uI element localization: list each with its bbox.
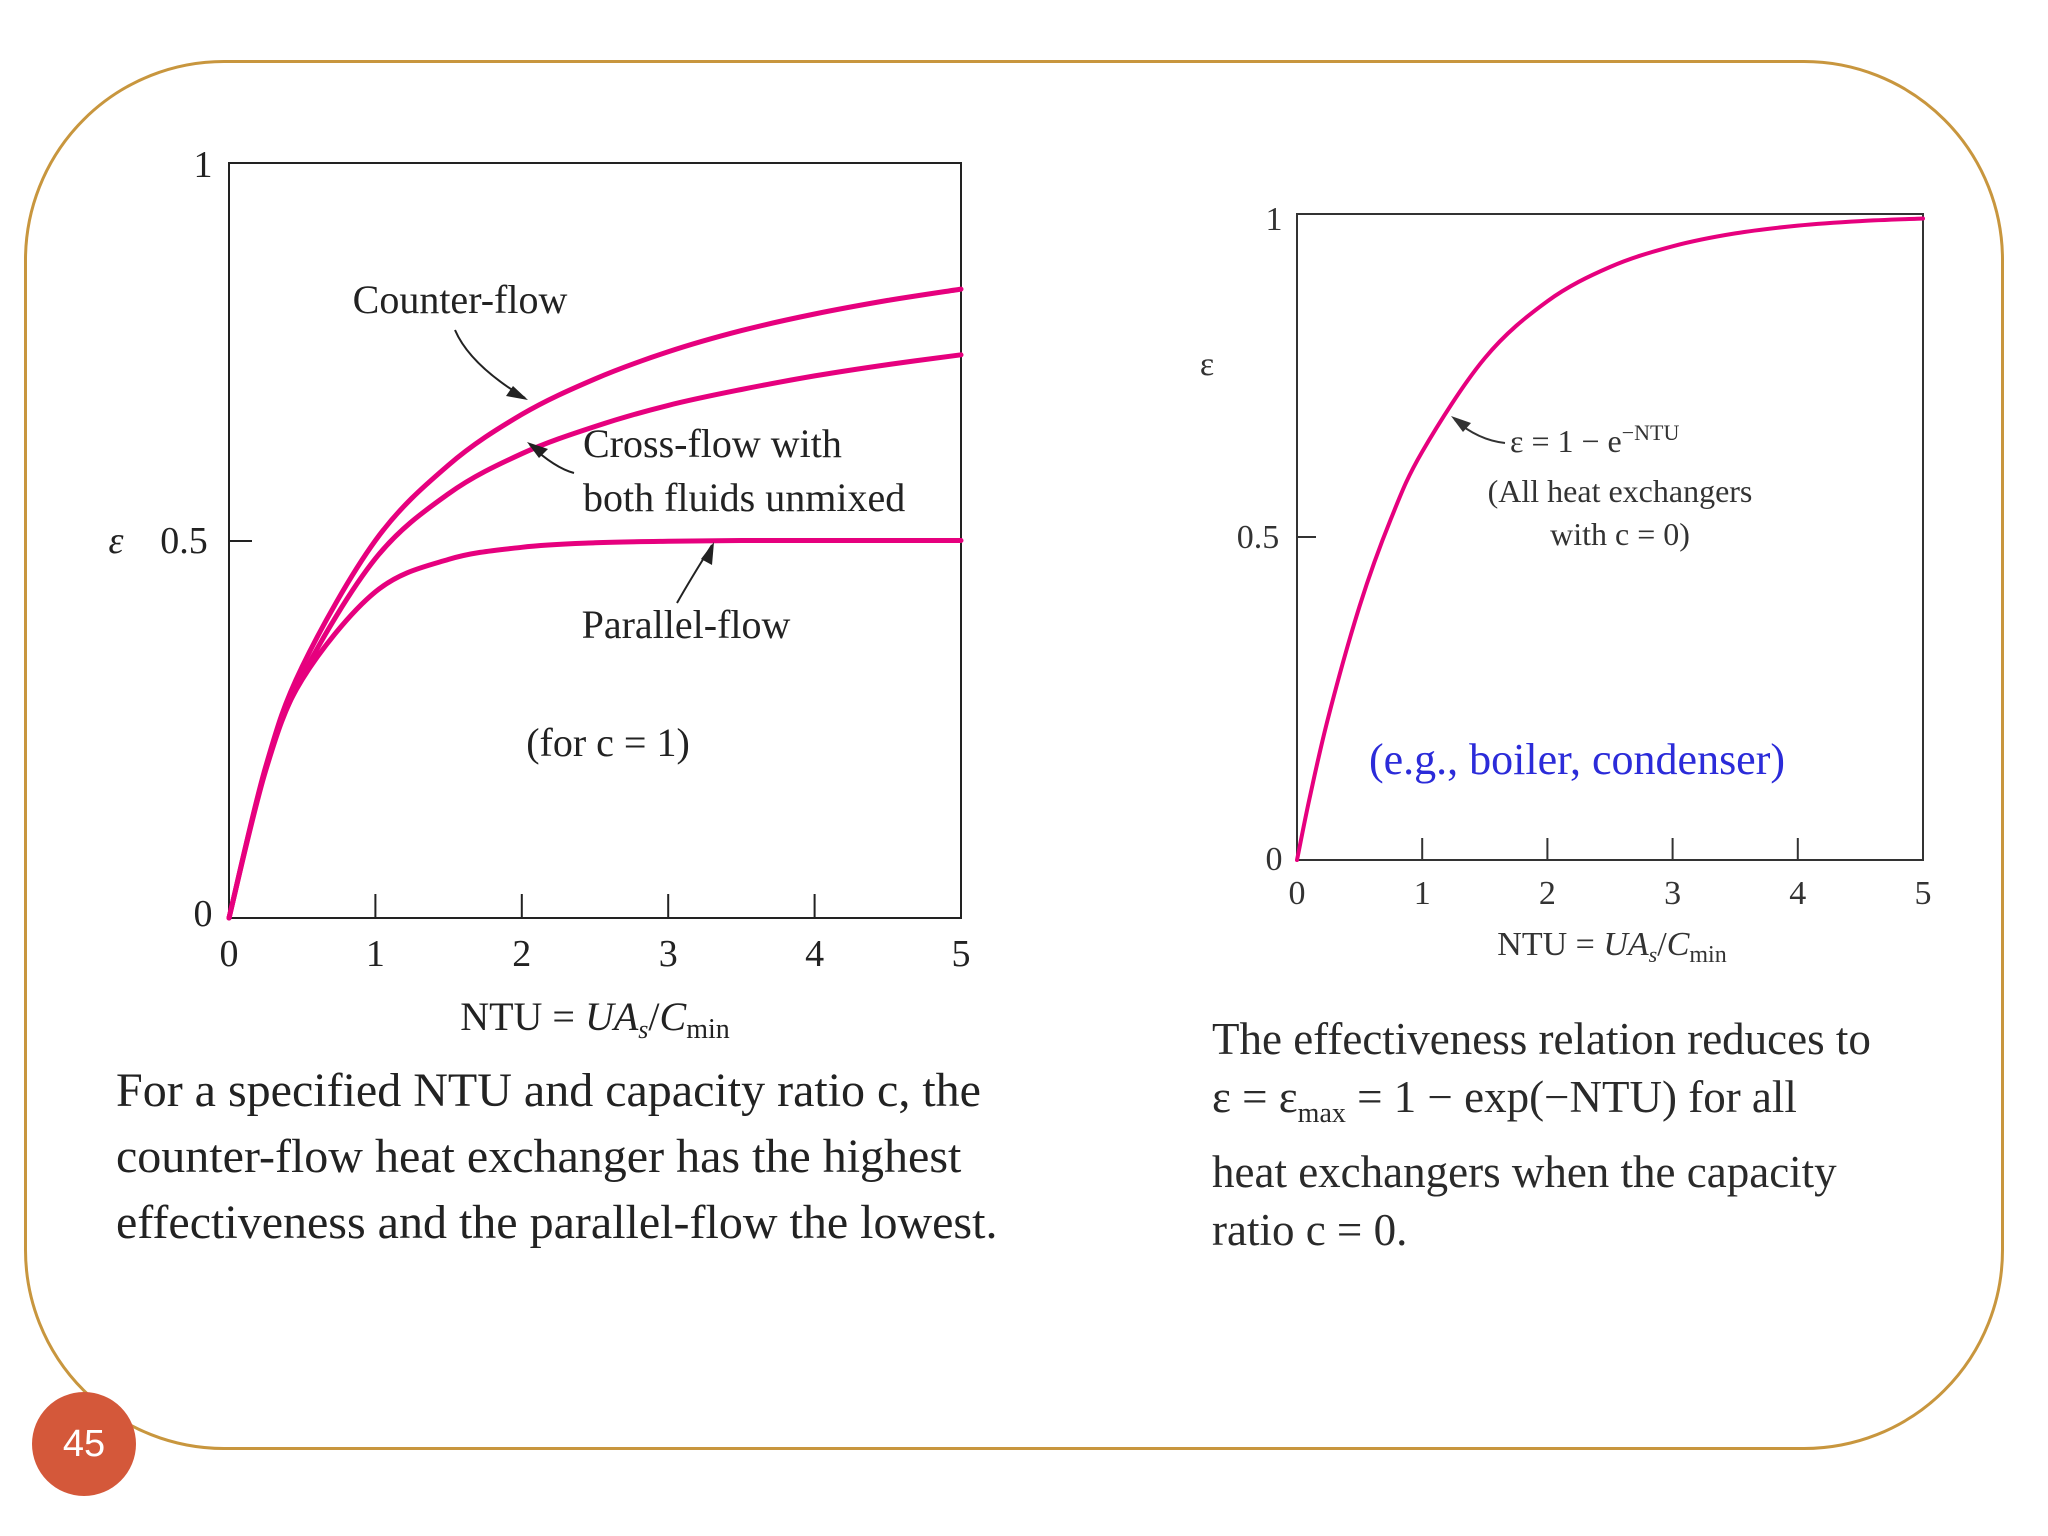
right-x-tick-label-0: 0 [1289,875,1306,912]
right-caption-line3: heat exchangers when the capacity [1212,1147,1837,1197]
left-x-axis-label: NTU = UAs/Cmin [460,994,730,1045]
right-x-tick-label-5: 5 [1915,875,1932,912]
slide-frame [24,60,2004,1450]
left-x-tick-label-0: 0 [220,933,239,975]
right-equation-arrowhead [1451,416,1471,432]
right-series-1-e-ntu [1295,216,1925,862]
left-series-parallel-flow [226,537,964,921]
left-y-tick-0: 0 [194,893,213,935]
left-x-ticks: 0 1 2 3 4 5 [220,894,971,975]
right-caption-line1: The effectiveness relation reduces to [1212,1014,1871,1064]
right-annotation-line1: (All heat exchangers [1488,473,1753,509]
right-annotation-line2: with c = 0) [1550,516,1690,552]
right-caption: The effectiveness relation reduces to ε … [1212,1010,1992,1259]
left-curves [226,286,964,921]
cross-flow-label-line1: Cross-flow with [583,421,842,466]
left-x-tick-label-1: 1 [366,933,385,975]
parallel-flow-arrowhead [701,542,714,565]
left-x-tick-label-2: 2 [512,933,531,975]
right-x-tick-label-1: 1 [1414,875,1431,912]
left-annotation: (for c = 1) [526,720,690,765]
left-chart: 0 1 2 3 4 5 1 0.5 0 ε NTU = UAs/Cmin Counter-… [109,144,971,1045]
right-note: (e.g., boiler, condenser) [1369,735,1785,784]
right-equation-label: ε = 1 − e−NTU [1510,420,1679,459]
left-y-tick-1: 1 [194,144,213,186]
right-x-tick-label-2: 2 [1539,875,1556,912]
right-chart: 0 1 2 3 4 5 1 0.5 0 ε NTU = UAs/Cmin ε = 1 − … [1200,201,1932,968]
counter-flow-label: Counter-flow [353,277,568,322]
right-y-axis-label: ε [1200,346,1214,383]
counter-flow-arrowhead [506,386,528,400]
right-curves [1295,216,1925,862]
cross-flow-arrowhead [527,442,548,458]
left-y-tick-05: 0.5 [160,520,208,562]
right-y-tick-0: 0 [1266,841,1283,878]
left-x-tick-label-5: 5 [952,933,971,975]
left-caption: For a specified NTU and capacity ratio c… [116,1064,998,1249]
left-x-tick-label-4: 4 [805,933,824,975]
right-x-tick-label-3: 3 [1664,875,1681,912]
right-x-ticks: 0 1 2 3 4 5 [1289,838,1932,912]
parallel-flow-label: Parallel-flow [582,602,791,647]
right-x-axis-label: NTU = UAs/Cmin [1497,926,1726,968]
right-caption-line2: ε = εmax = 1 − exp(−NTU) for all [1212,1072,1797,1129]
left-y-axis-label: ε [109,520,124,562]
cross-flow-label-line2: both fluids unmixed [583,475,905,520]
page-number-badge: 45 [32,1392,136,1496]
right-caption-line4: ratio c = 0. [1212,1205,1408,1255]
left-x-tick-label-3: 3 [659,933,678,975]
right-x-tick-label-4: 4 [1789,875,1806,912]
right-y-tick-05: 0.5 [1237,519,1280,556]
right-y-tick-1: 1 [1266,201,1283,238]
